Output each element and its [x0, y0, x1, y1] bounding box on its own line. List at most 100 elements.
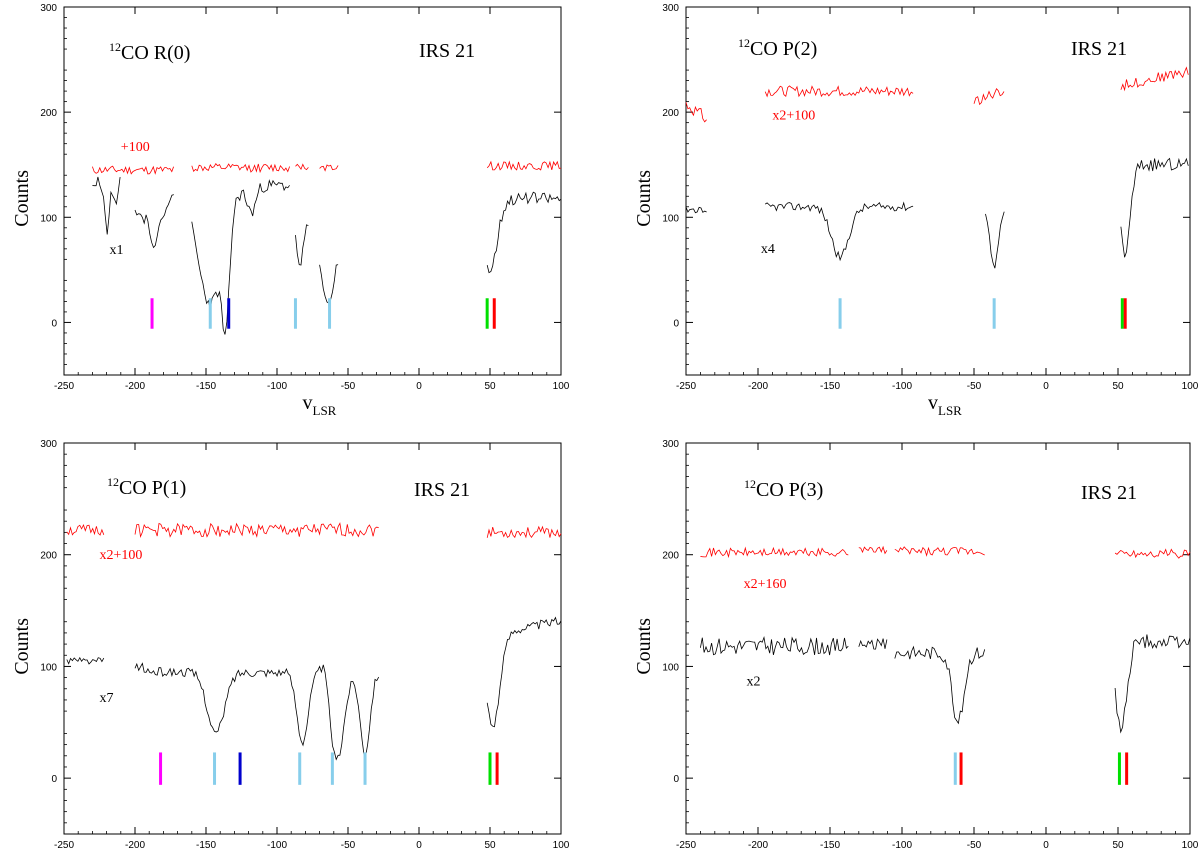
spectrum-line-scaled: [486, 525, 562, 539]
x-tick-label: -100: [267, 840, 287, 851]
spectrum-line-scaled: [700, 546, 849, 559]
x-tick-label: -150: [820, 840, 840, 851]
title-superscript: 12: [744, 477, 756, 491]
series-annotation: x2+100: [772, 109, 815, 124]
spectrum-line-observed: [191, 179, 290, 335]
series-annotation: x2+100: [100, 548, 143, 563]
spectrum-line-scaled: [486, 160, 562, 171]
x-axis-label-main: v: [928, 392, 938, 414]
title-superscript: 12: [107, 475, 119, 489]
y-tick-label: 300: [40, 3, 57, 14]
title-main: CO P(3): [756, 479, 823, 501]
spectrum-line-scaled: [92, 165, 174, 175]
title-main: CO P(1): [119, 477, 186, 499]
y-axis-label: Counts: [633, 170, 655, 227]
x-tick-label: 50: [1112, 381, 1124, 392]
spectrum-line-observed: [858, 638, 888, 650]
plot-frame: [63, 442, 562, 835]
y-tick-label: 100: [662, 213, 679, 224]
x-tick-label: -100: [267, 381, 287, 392]
y-tick-label: 0: [673, 774, 679, 785]
x-tick-label: -100: [892, 381, 912, 392]
x-tick-label: -250: [54, 840, 74, 851]
spectrum-line-observed: [295, 224, 309, 266]
x-tick-label: 100: [553, 840, 570, 851]
spectrum-line-observed: [685, 206, 707, 214]
y-axis-label: Counts: [11, 170, 33, 227]
x-tick-label: -50: [341, 840, 356, 851]
x-tick-label: -50: [967, 381, 982, 392]
y-tick-label: 0: [51, 774, 57, 785]
spectrum-line-observed: [319, 264, 339, 304]
series-annotation: x7: [100, 691, 114, 706]
title-main: CO P(2): [750, 38, 817, 60]
x-tick-label: 100: [553, 381, 570, 392]
spectrum-line-scaled: [858, 545, 888, 555]
source-label: IRS 21: [419, 40, 475, 62]
y-tick-label: 100: [40, 213, 57, 224]
x-tick-label: -250: [54, 381, 74, 392]
y-tick-label: 100: [40, 662, 57, 673]
chart-panel-3: -250 -200 -150 -100 -50 0 50 100 0 100 200 300 Count…: [11, 439, 570, 858]
x-axis-label-subscript: LSR: [938, 403, 962, 418]
y-tick-label: 200: [40, 108, 57, 119]
x-tick-label: 50: [484, 840, 496, 851]
spectrum-line-observed: [1114, 634, 1191, 734]
source-label: IRS 21: [1081, 482, 1137, 504]
series-annotation: x1: [109, 243, 123, 258]
y-tick-label: 300: [662, 439, 679, 450]
y-tick-label: 300: [662, 3, 679, 14]
x-tick-label: 0: [1043, 381, 1049, 392]
series-annotation: x2+160: [744, 577, 787, 592]
spectrum-line-observed: [134, 194, 174, 249]
x-axis-label: vLSR: [928, 851, 962, 858]
spectrum-line-scaled: [319, 164, 339, 172]
spectrum-line-scaled: [134, 522, 379, 538]
x-axis-label: vLSR: [928, 392, 962, 418]
x-tick-label: -50: [341, 381, 356, 392]
source-label: IRS 21: [1071, 38, 1127, 60]
y-tick-label: 200: [662, 108, 679, 119]
x-tick-label: -200: [748, 840, 768, 851]
x-tick-label: 50: [484, 381, 496, 392]
x-tick-label: -150: [196, 381, 216, 392]
spectrum-line-observed: [486, 191, 562, 274]
spectrum-line-observed: [92, 176, 121, 235]
x-tick-label: -50: [967, 840, 982, 851]
x-axis-label: vLSR: [303, 851, 337, 858]
title-main: CO R(0): [121, 42, 190, 64]
chart-panel-1: -250 -200 -150 -100 -50 0 50 100 0 100 200 300 Count…: [11, 3, 570, 418]
x-tick-label: 0: [1043, 840, 1049, 851]
spectrum-line-scaled: [191, 163, 290, 174]
panel-title: 12CO P(2): [738, 36, 817, 60]
y-tick-label: 300: [40, 439, 57, 450]
x-tick-label: -150: [196, 840, 216, 851]
title-superscript: 12: [109, 40, 121, 54]
spectrum-line-scaled: [1114, 548, 1191, 559]
x-axis-label-main: v: [303, 392, 313, 414]
y-tick-label: 200: [662, 551, 679, 562]
y-axis-label: Counts: [633, 618, 655, 675]
x-tick-label: -100: [892, 840, 912, 851]
spectrum-line-observed: [764, 201, 914, 262]
title-superscript: 12: [738, 36, 750, 50]
plot-frame: [685, 6, 1191, 376]
chart-panel-4: -250 -200 -150 -100 -50 0 50 100 0 100 200 300 Count…: [633, 439, 1199, 858]
x-tick-label: -200: [748, 381, 768, 392]
y-tick-label: 0: [673, 318, 679, 329]
chart-panel-2: -250 -200 -150 -100 -50 0 50 100 0 100 200 300 Count…: [633, 3, 1199, 418]
series-annotation: +100: [121, 140, 150, 155]
panel-title: 12CO R(0): [109, 40, 190, 64]
x-tick-label: -200: [125, 840, 145, 851]
panel-title: 12CO P(1): [107, 475, 186, 499]
x-tick-label: 100: [1182, 381, 1199, 392]
x-tick-label: -200: [125, 381, 145, 392]
spectrum-line-scaled: [1120, 66, 1189, 92]
spectrum-line-observed: [985, 211, 1005, 269]
spectrum-line-observed: [134, 662, 380, 761]
spectrum-line-scaled: [685, 102, 707, 123]
y-tick-label: 0: [51, 318, 57, 329]
spectrum-line-scaled: [295, 163, 309, 171]
spectrum-line-scaled: [66, 523, 105, 536]
